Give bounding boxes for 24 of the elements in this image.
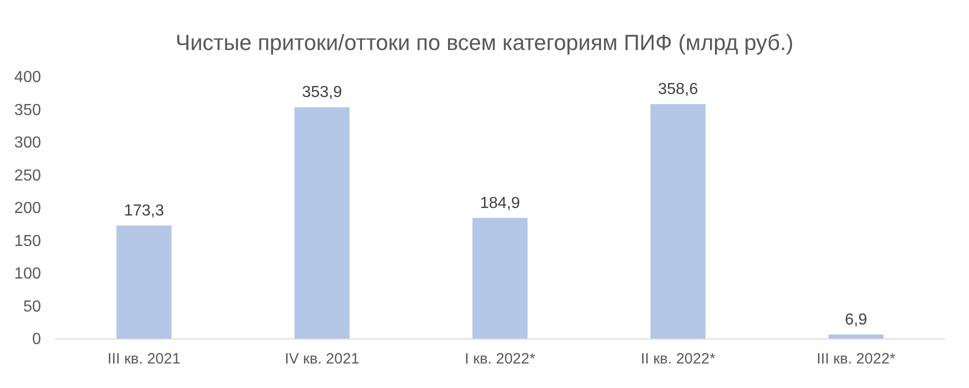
bar (294, 107, 350, 339)
chart-title: Чистые притоки/оттоки по всем категориям ПИФ (млрд руб.) (176, 30, 794, 55)
y-tick-label: 350 (14, 102, 42, 119)
y-tick-label: 400 (14, 69, 42, 86)
bar (472, 218, 528, 339)
data-label: 184,9 (480, 194, 520, 212)
data-label: 353,9 (302, 84, 342, 102)
x-tick-label: III кв. 2022* (816, 350, 896, 368)
y-tick-label: 50 (23, 298, 42, 316)
y-tick-label: 250 (14, 167, 42, 184)
x-tick-label: II кв. 2022* (640, 350, 716, 368)
x-tick-label: I кв. 2022* (464, 350, 536, 368)
y-tick-label: 200 (14, 200, 42, 218)
x-tick-label: III кв. 2021 (108, 350, 180, 368)
y-tick-label: 100 (14, 266, 42, 283)
bar (650, 104, 706, 339)
data-label: 358,6 (658, 81, 698, 98)
y-tick-label: 300 (14, 134, 42, 152)
data-label: 6,9 (844, 311, 868, 328)
y-tick-label: 0 (32, 331, 42, 348)
y-tick-label: 150 (14, 232, 42, 250)
data-label: 173,3 (124, 202, 164, 220)
x-tick-label: IV кв. 2021 (284, 350, 360, 368)
bar (116, 225, 172, 339)
